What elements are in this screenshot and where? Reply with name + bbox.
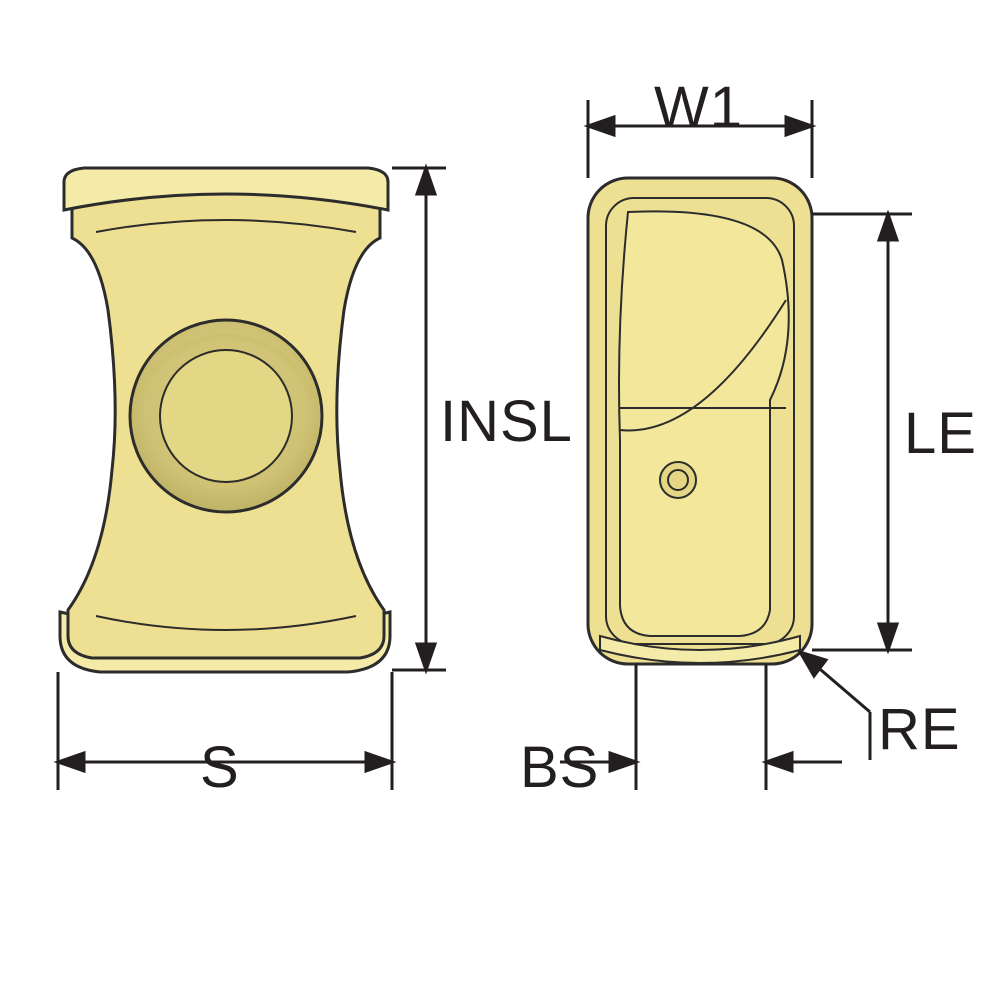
label-INSL: INSL bbox=[440, 388, 573, 455]
dim-INSL bbox=[392, 168, 446, 670]
right-view bbox=[588, 178, 812, 664]
dim-RE bbox=[800, 652, 870, 760]
diagram-svg bbox=[0, 0, 1000, 1000]
dim-LE bbox=[812, 214, 912, 650]
label-LE: LE bbox=[904, 400, 977, 467]
label-RE: RE bbox=[878, 696, 961, 763]
label-BS: BS bbox=[520, 734, 599, 801]
left-view bbox=[60, 168, 390, 672]
diagram-stage: S INSL W1 LE BS RE bbox=[0, 0, 1000, 1000]
dim-BS bbox=[560, 664, 842, 790]
label-W1: W1 bbox=[654, 74, 743, 141]
label-S: S bbox=[200, 734, 240, 801]
